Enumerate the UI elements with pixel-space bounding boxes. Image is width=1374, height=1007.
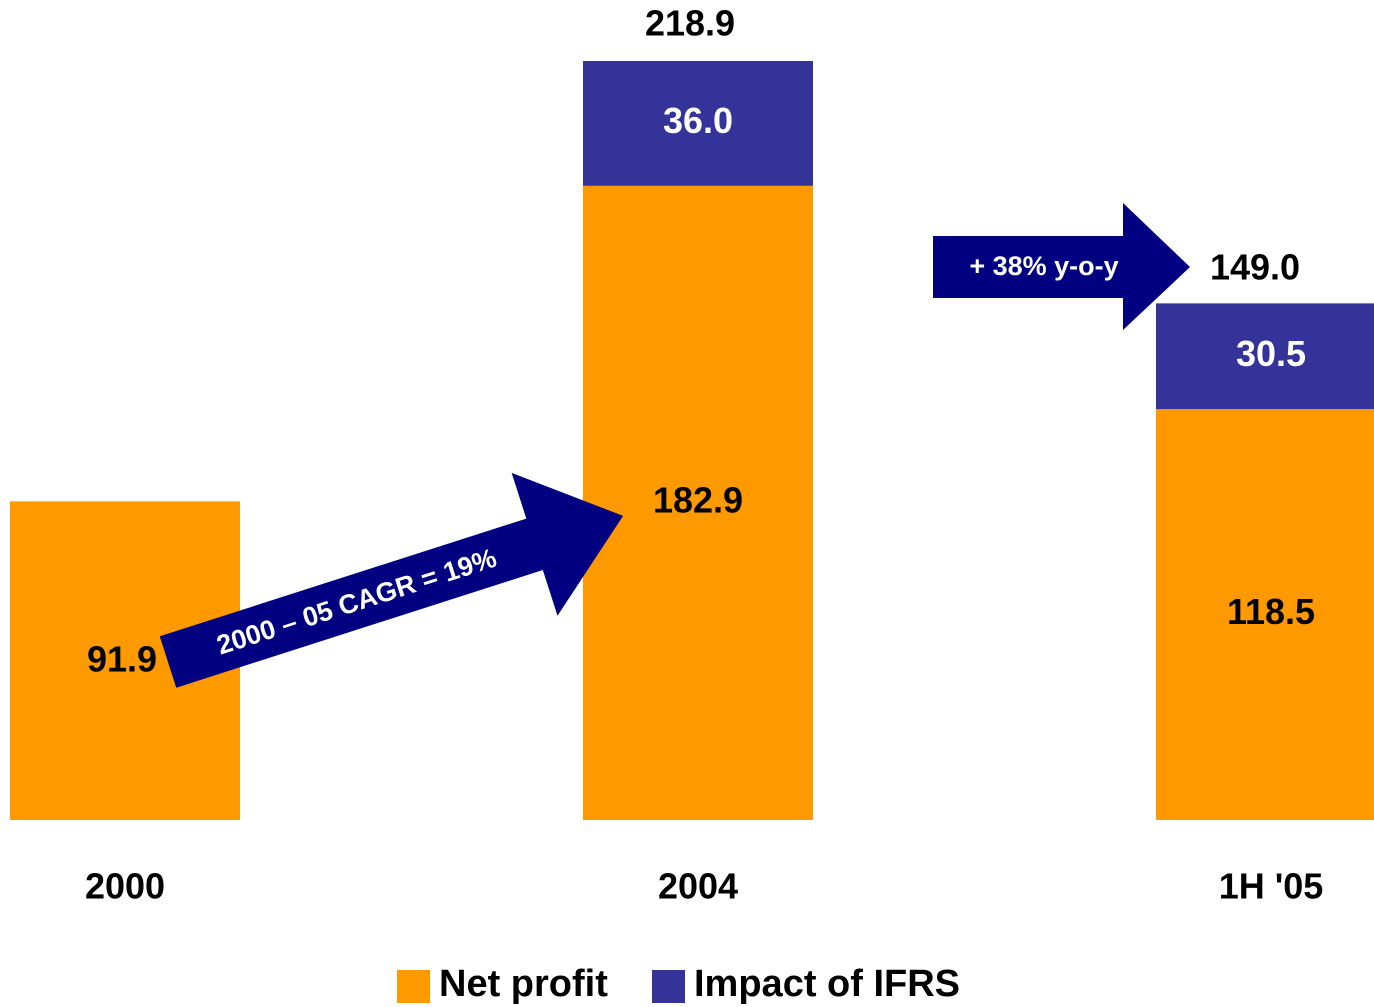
legend-swatch xyxy=(397,970,430,1003)
total-label: 149.0 xyxy=(1210,247,1300,288)
x-tick-label: 2000 xyxy=(85,866,165,907)
legend: Net profit Impact of IFRS xyxy=(397,963,960,1005)
bar-segment xyxy=(1156,303,1374,410)
value-label: 30.5 xyxy=(1236,333,1306,374)
value-label: 91.9 xyxy=(87,639,157,680)
value-label: 118.5 xyxy=(1227,591,1315,632)
legend-label: Net profit xyxy=(439,963,608,1005)
arrow-shape xyxy=(933,203,1190,330)
bar-segment xyxy=(1156,409,1374,820)
annotation: + 38% y-o-y xyxy=(969,251,1118,281)
labels: 91.9 2000 182.9 36.0 218.9 2004 118.5 30.5 149.0… xyxy=(85,3,1323,907)
bars xyxy=(10,61,1374,821)
legend-swatch xyxy=(652,970,685,1003)
value-label: 36.0 xyxy=(663,100,733,141)
annotation: 2000 – 05 CAGR = 19% xyxy=(213,543,500,661)
x-tick-label: 2004 xyxy=(658,866,738,907)
legend-label: Impact of IFRS xyxy=(694,963,960,1005)
x-tick-label: 1H '05 xyxy=(1219,866,1324,907)
bar-segment xyxy=(583,185,813,821)
total-label: 218.9 xyxy=(645,3,735,44)
value-label: 182.9 xyxy=(653,480,743,521)
arrow-shape xyxy=(159,472,624,688)
yoy-arrow: + 38% y-o-y xyxy=(933,203,1190,330)
bar-segment xyxy=(583,61,813,186)
